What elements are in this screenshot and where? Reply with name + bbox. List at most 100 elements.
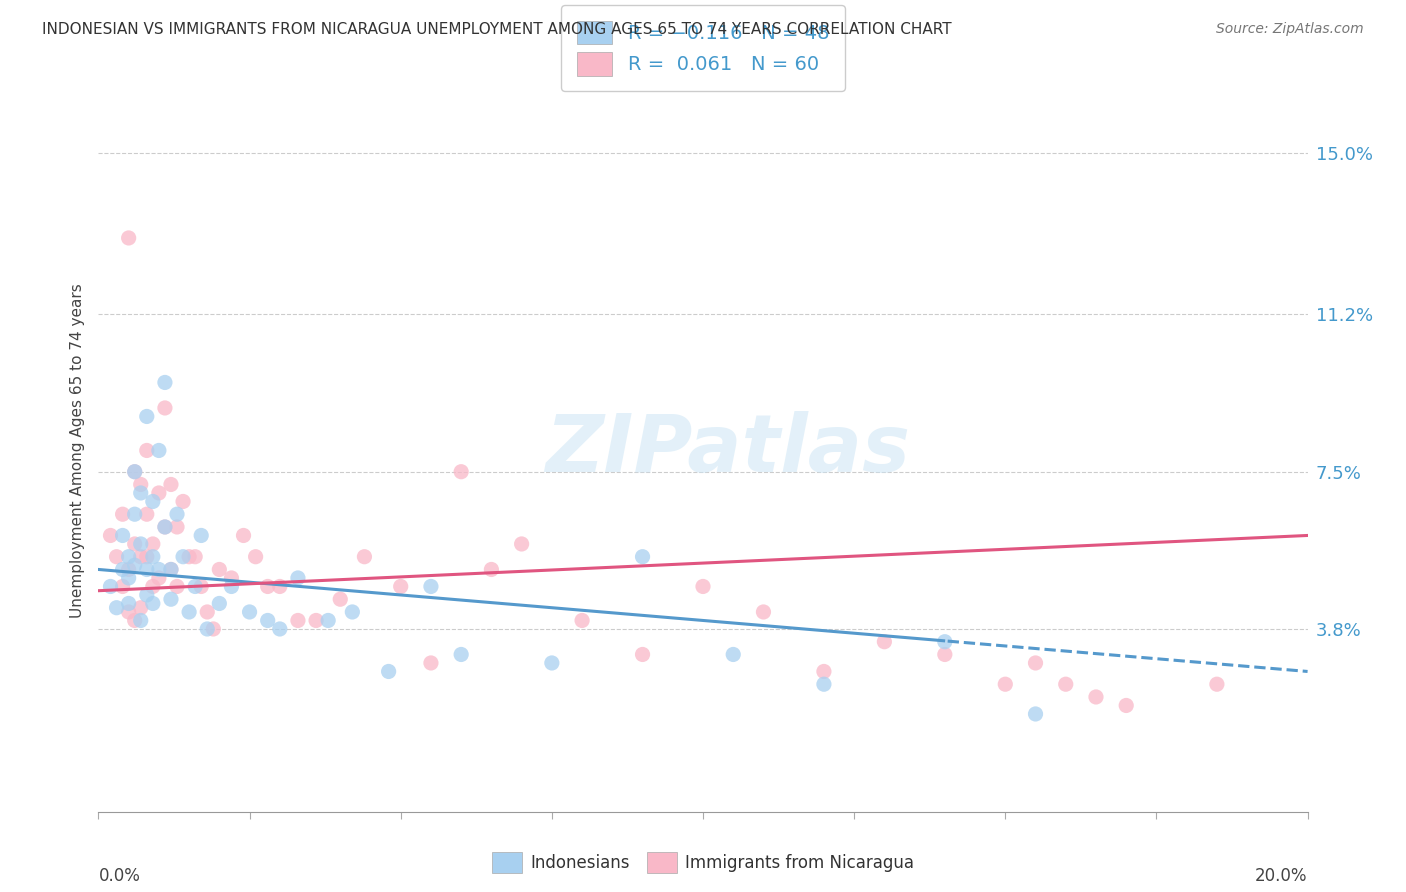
Point <box>153 520 176 534</box>
Text: Source: ZipAtlas.com: Source: ZipAtlas.com <box>1216 22 1364 37</box>
Point <box>571 614 593 628</box>
Point <box>135 549 157 564</box>
Point <box>631 648 654 662</box>
Point <box>329 592 352 607</box>
Point <box>129 486 152 500</box>
Point <box>129 537 152 551</box>
Point <box>208 597 231 611</box>
Point <box>540 656 562 670</box>
Point <box>305 614 328 628</box>
Point <box>124 537 146 551</box>
Point <box>172 549 194 564</box>
Point <box>316 614 339 628</box>
Point <box>118 562 141 576</box>
Point <box>166 520 188 534</box>
Point <box>124 614 146 628</box>
Point <box>135 562 157 576</box>
Text: ZIPatlas: ZIPatlas <box>544 411 910 490</box>
Point <box>287 571 309 585</box>
Point <box>873 634 896 648</box>
Point <box>100 528 122 542</box>
Point <box>245 549 267 564</box>
Point <box>142 597 165 611</box>
Point <box>153 520 176 534</box>
Point <box>148 562 170 576</box>
Text: INDONESIAN VS IMMIGRANTS FROM NICARAGUA UNEMPLOYMENT AMONG AGES 65 TO 74 YEARS C: INDONESIAN VS IMMIGRANTS FROM NICARAGUA … <box>42 22 952 37</box>
Point <box>195 622 218 636</box>
Point <box>208 562 231 576</box>
Point <box>190 579 212 593</box>
Point <box>153 376 176 390</box>
Point <box>105 600 128 615</box>
Point <box>118 549 141 564</box>
Point <box>148 486 170 500</box>
Point <box>481 562 503 576</box>
Point <box>160 562 183 576</box>
Point <box>1206 677 1229 691</box>
Point <box>813 665 835 679</box>
Point <box>166 579 188 593</box>
Point <box>142 549 165 564</box>
Point <box>353 549 375 564</box>
Point <box>1054 677 1077 691</box>
Point <box>148 571 170 585</box>
Text: 20.0%: 20.0% <box>1256 867 1308 885</box>
Point <box>269 622 291 636</box>
Point <box>692 579 714 593</box>
Point <box>232 528 254 542</box>
Point <box>142 579 165 593</box>
Point <box>813 677 835 691</box>
Point <box>129 549 152 564</box>
Point <box>142 537 165 551</box>
Legend: R = −0.116   N = 48, R =  0.061   N = 60: R = −0.116 N = 48, R = 0.061 N = 60 <box>561 5 845 91</box>
Point <box>389 579 412 593</box>
Point <box>256 614 278 628</box>
Point <box>752 605 775 619</box>
Point <box>172 494 194 508</box>
Point <box>377 665 399 679</box>
Point <box>994 677 1017 691</box>
Point <box>184 549 207 564</box>
Point <box>105 549 128 564</box>
Point <box>342 605 364 619</box>
Point <box>124 465 146 479</box>
Point <box>160 477 183 491</box>
Point <box>269 579 291 593</box>
Point <box>166 507 188 521</box>
Point <box>184 579 207 593</box>
Point <box>118 597 141 611</box>
Point <box>221 571 243 585</box>
Point <box>221 579 243 593</box>
Point <box>1024 656 1046 670</box>
Y-axis label: Unemployment Among Ages 65 to 74 years: Unemployment Among Ages 65 to 74 years <box>69 283 84 618</box>
Point <box>202 622 225 636</box>
Point <box>153 401 176 415</box>
Point <box>135 507 157 521</box>
Point <box>118 605 141 619</box>
Point <box>190 528 212 542</box>
Point <box>135 409 157 424</box>
Text: 0.0%: 0.0% <box>98 867 141 885</box>
Point <box>420 579 443 593</box>
Point <box>287 614 309 628</box>
Point <box>148 443 170 458</box>
Point <box>111 579 134 593</box>
Point <box>100 579 122 593</box>
Point <box>179 549 201 564</box>
Point <box>420 656 443 670</box>
Point <box>129 614 152 628</box>
Point <box>111 507 134 521</box>
Point <box>129 600 152 615</box>
Point <box>135 443 157 458</box>
Point <box>1115 698 1137 713</box>
Legend: Indonesians, Immigrants from Nicaragua: Indonesians, Immigrants from Nicaragua <box>485 846 921 880</box>
Point <box>450 648 472 662</box>
Point <box>111 528 134 542</box>
Point <box>631 549 654 564</box>
Point <box>1024 706 1046 721</box>
Point <box>179 605 201 619</box>
Point <box>135 588 157 602</box>
Point <box>1085 690 1108 704</box>
Point <box>111 562 134 576</box>
Point <box>160 562 183 576</box>
